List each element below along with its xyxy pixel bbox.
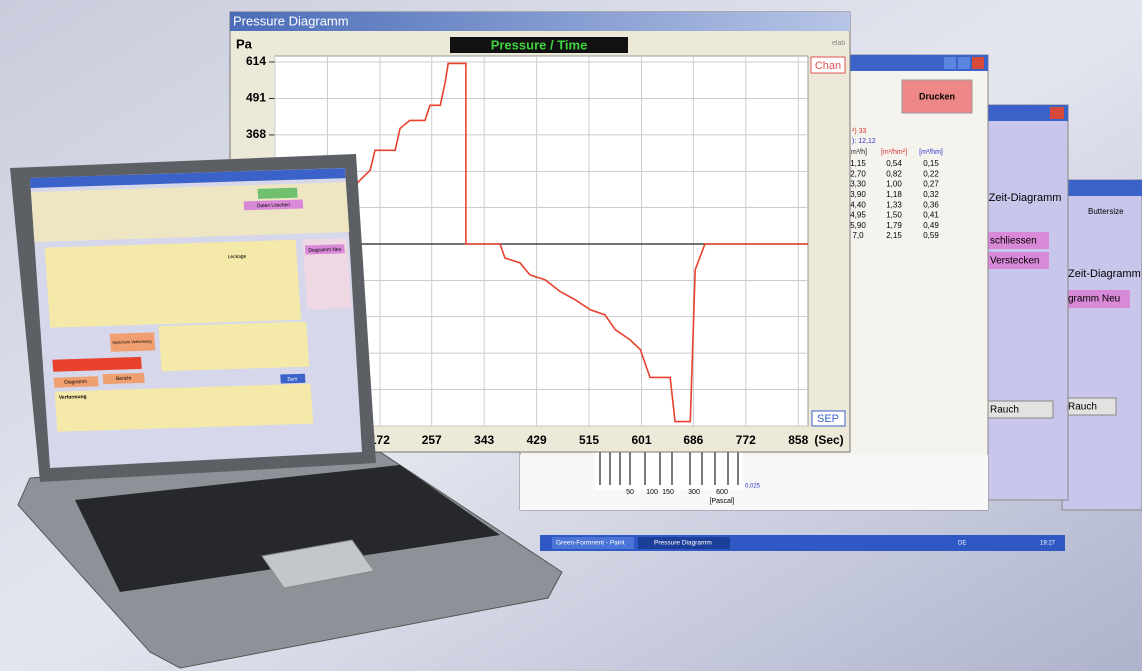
chart-title: Pressure / Time — [491, 37, 588, 52]
stat: ): 12,12 — [852, 138, 876, 145]
cell: 1,50 — [886, 211, 902, 220]
cell: 2,15 — [886, 231, 902, 240]
cell: 3,90 — [850, 190, 866, 199]
cell: 1,15 — [850, 159, 866, 168]
task[interactable]: Green-Formnent - Paint — [556, 540, 625, 547]
taskbar: Green-Formnent - Paint Pressure Diagramm… — [540, 535, 1065, 551]
cell: 1,79 — [886, 221, 902, 230]
x-tick-label: 343 — [474, 433, 494, 447]
cell: 0,82 — [886, 169, 902, 178]
task[interactable]: Pressure Diagramm — [654, 540, 712, 547]
cell: 0,54 — [886, 159, 902, 168]
x-tick-label: 257 — [422, 433, 442, 447]
smoke-button-label: Rauch — [990, 405, 1019, 416]
heading: Zeit-Diagramm — [1068, 268, 1141, 280]
report-button-label: Bericht — [116, 376, 132, 383]
column-header: [m³/h] — [849, 149, 867, 156]
diagram-button-label: Diagramm — [64, 379, 87, 386]
clock: 19:27 — [1040, 541, 1056, 547]
cell: 4,95 — [850, 211, 866, 220]
cell: 0,49 — [923, 221, 939, 230]
tick: 300 — [688, 489, 700, 496]
x-tick-label: 429 — [527, 433, 547, 447]
cell: 3,30 — [850, 180, 866, 189]
screenshot: Buttersize Zeit-Diagramm gramm Neu Rauch… — [0, 0, 1142, 671]
y-tick-label: 614 — [246, 54, 266, 68]
x-axis-label: (Sec) — [814, 433, 843, 447]
corner-label: elab — [832, 40, 845, 47]
smoke-button-label: Rauch — [1068, 402, 1097, 413]
x-tick-label: 772 — [736, 433, 756, 447]
close-button-label: schliessen — [990, 236, 1037, 247]
cell: 0,22 — [923, 169, 939, 178]
cell: 2,70 — [850, 169, 866, 178]
x-tick-label: 858 — [788, 433, 808, 447]
cell: 0,41 — [923, 211, 939, 220]
hide-button-label: Verstecken — [990, 256, 1039, 267]
zero-button-label: Zero — [287, 376, 298, 382]
cell: 1,18 — [886, 190, 902, 199]
cell: 1,33 — [886, 200, 902, 209]
clear-button-label: Daten Löschen — [257, 202, 291, 209]
cell: 0,59 — [923, 231, 939, 240]
cell: 1,00 — [886, 180, 902, 189]
cell: 4,40 — [850, 200, 866, 209]
stat: ²) 33 — [852, 128, 867, 135]
cell: 7,0 — [852, 231, 864, 240]
column-header: [m³/hm²] — [881, 149, 907, 156]
print-button-label: Drucken — [919, 91, 955, 101]
tick: 100 — [646, 489, 658, 496]
cell: 5,90 — [850, 221, 866, 230]
x-tick-label: 515 — [579, 433, 599, 447]
cell: 0,15 — [923, 159, 939, 168]
tick: 150 — [662, 489, 674, 496]
tick: 50 — [626, 489, 634, 496]
sep-button-label: SEP — [817, 413, 839, 425]
caption: Buttersize — [1088, 207, 1124, 216]
column-header: [m³/hm] — [919, 149, 943, 156]
smoke-window: -Zeit-Diagramm schliessen Verstecken Rau… — [983, 105, 1068, 500]
x-tick-label: 686 — [683, 433, 703, 447]
new-button-label: Diagramm Neu — [308, 247, 342, 254]
cell: 0,27 — [923, 180, 939, 189]
deform-label: Verformung — [59, 394, 87, 401]
leak-label: Leckage — [228, 254, 247, 261]
cell: 0,36 — [923, 200, 939, 209]
cell: 0,32 — [923, 190, 939, 199]
lang: DE — [958, 541, 966, 547]
y-axis-label: Pa — [236, 36, 253, 51]
y-tick-label: 368 — [246, 127, 266, 141]
new-button-label: gramm Neu — [1068, 294, 1120, 305]
y-tick-label: 491 — [246, 91, 266, 105]
heading: -Zeit-Diagramm — [985, 192, 1061, 204]
tick: 600 — [716, 489, 728, 496]
window-title: Pressure Diagramm — [233, 13, 349, 28]
corner: 0,025 — [745, 484, 761, 490]
chan-button-label: Chan — [815, 60, 841, 72]
x-tick-label: 601 — [631, 433, 651, 447]
unit: [Pascal] — [710, 498, 735, 505]
size-window: Buttersize Zeit-Diagramm gramm Neu Rauch — [1062, 180, 1142, 510]
